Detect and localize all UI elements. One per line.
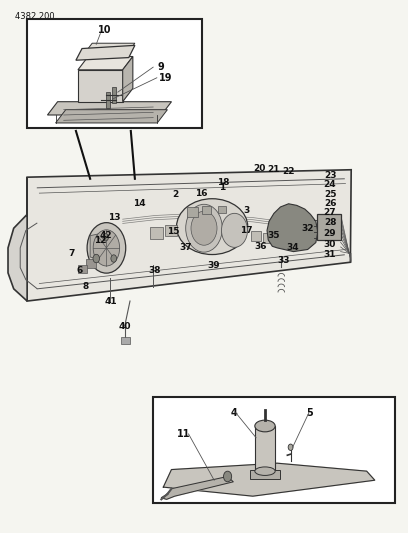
Text: 6: 6 [77, 266, 83, 275]
Text: 36: 36 [255, 242, 267, 251]
Polygon shape [123, 56, 133, 102]
Circle shape [288, 444, 293, 450]
Bar [78, 70, 123, 102]
Circle shape [222, 213, 248, 247]
Bar [165, 225, 177, 236]
Polygon shape [47, 102, 171, 115]
Circle shape [111, 255, 117, 262]
Text: 32: 32 [302, 224, 314, 233]
Text: 41: 41 [104, 296, 117, 305]
Ellipse shape [87, 223, 126, 273]
Polygon shape [82, 43, 135, 56]
Text: 33: 33 [277, 256, 290, 264]
Text: 35: 35 [268, 231, 280, 240]
Bar [78, 265, 87, 273]
Bar [263, 233, 272, 243]
Text: 4: 4 [231, 408, 238, 418]
Text: 18: 18 [217, 178, 230, 187]
Text: 26: 26 [324, 199, 336, 208]
Bar [112, 87, 116, 103]
Text: 15: 15 [167, 228, 180, 237]
Text: 28: 28 [324, 219, 336, 228]
Circle shape [191, 211, 217, 245]
Polygon shape [55, 110, 167, 123]
Text: 25: 25 [324, 190, 336, 199]
Polygon shape [27, 169, 351, 301]
Text: 42: 42 [99, 231, 112, 240]
Text: 20: 20 [253, 164, 266, 173]
Text: 23: 23 [324, 171, 336, 180]
Bar [250, 470, 280, 479]
Text: 17: 17 [239, 226, 252, 235]
Text: 39: 39 [208, 261, 220, 270]
Bar [106, 92, 111, 108]
Text: 13: 13 [108, 213, 121, 222]
Text: 12: 12 [94, 237, 106, 246]
Bar [202, 206, 211, 214]
Bar [121, 337, 130, 344]
Polygon shape [163, 463, 375, 496]
Bar [317, 214, 341, 240]
Circle shape [103, 233, 109, 241]
Polygon shape [161, 477, 233, 499]
Text: 4382 200: 4382 200 [15, 12, 55, 21]
Text: 21: 21 [268, 165, 280, 174]
Text: 5: 5 [306, 408, 313, 418]
Text: 9: 9 [158, 62, 165, 72]
Polygon shape [267, 204, 318, 252]
Bar [283, 236, 291, 244]
Text: 38: 38 [148, 266, 161, 275]
Text: 14: 14 [133, 199, 145, 208]
Bar [218, 206, 226, 213]
Circle shape [224, 471, 232, 482]
Bar [150, 227, 163, 239]
Text: 30: 30 [324, 240, 336, 249]
Text: 2: 2 [173, 190, 179, 199]
Ellipse shape [93, 230, 120, 266]
Text: 10: 10 [98, 25, 111, 35]
Text: 31: 31 [324, 251, 336, 260]
Ellipse shape [177, 199, 248, 255]
Text: 1: 1 [219, 183, 226, 192]
Bar [255, 426, 275, 471]
Text: 16: 16 [195, 189, 207, 198]
Polygon shape [8, 177, 27, 301]
Text: 3: 3 [244, 206, 250, 215]
Text: 27: 27 [324, 208, 336, 217]
Polygon shape [76, 45, 135, 60]
Bar [153, 397, 395, 503]
Text: 22: 22 [282, 167, 295, 176]
Text: 40: 40 [118, 321, 131, 330]
Ellipse shape [255, 420, 275, 432]
Text: 24: 24 [324, 180, 336, 189]
Polygon shape [90, 233, 109, 260]
Bar [27, 19, 202, 128]
Text: 7: 7 [69, 249, 75, 258]
Polygon shape [78, 56, 133, 70]
Bar [86, 259, 96, 268]
Text: 34: 34 [286, 244, 299, 253]
Text: 37: 37 [180, 244, 192, 253]
Text: 19: 19 [159, 73, 172, 83]
Text: 29: 29 [324, 229, 336, 238]
Bar [187, 207, 198, 216]
Ellipse shape [255, 467, 275, 475]
Circle shape [186, 204, 222, 252]
Text: 8: 8 [83, 282, 89, 291]
Text: 11: 11 [177, 429, 191, 439]
Bar [251, 231, 261, 241]
Circle shape [93, 254, 100, 263]
